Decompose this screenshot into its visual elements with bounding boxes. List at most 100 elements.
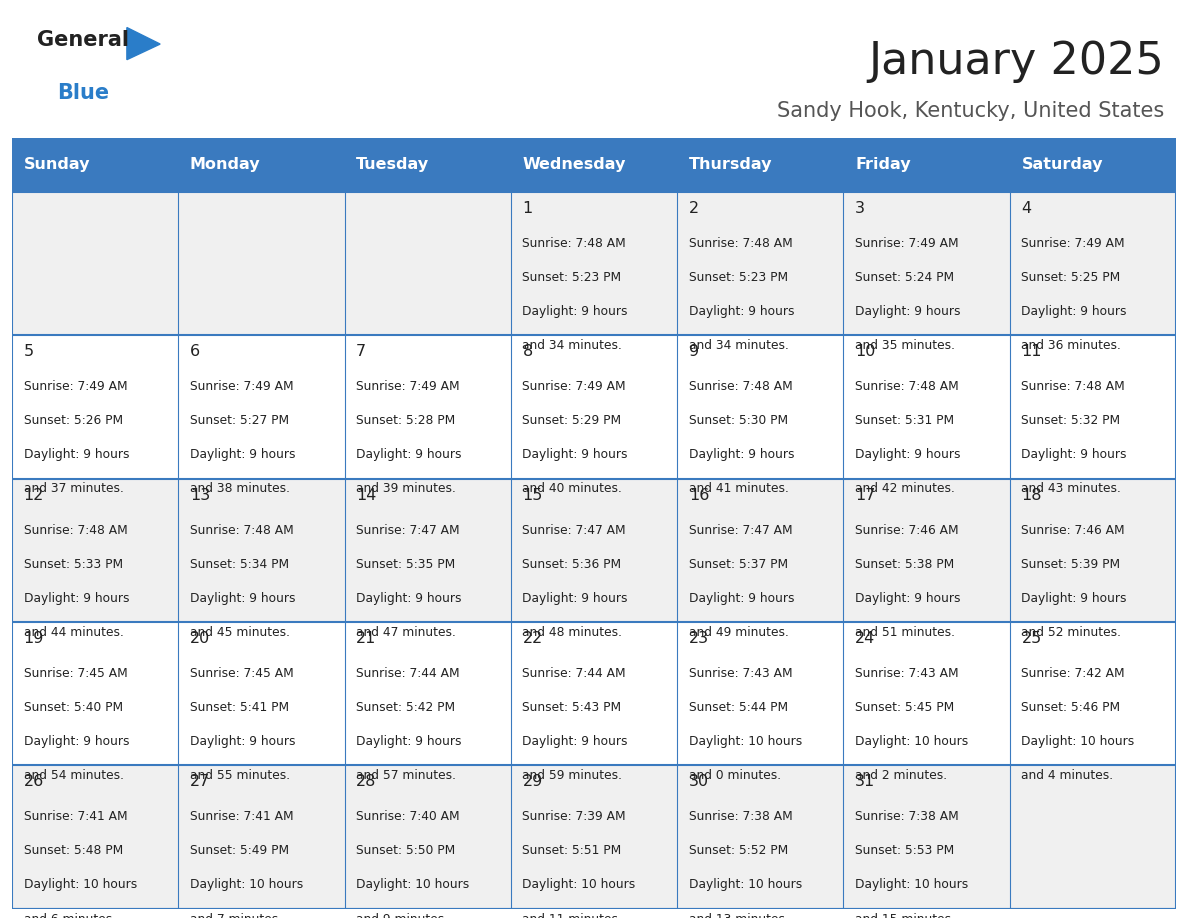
Text: Sunset: 5:29 PM: Sunset: 5:29 PM xyxy=(523,414,621,427)
Text: Sunrise: 7:48 AM: Sunrise: 7:48 AM xyxy=(855,380,959,393)
Text: Sandy Hook, Kentucky, United States: Sandy Hook, Kentucky, United States xyxy=(777,101,1164,121)
Text: Sunrise: 7:47 AM: Sunrise: 7:47 AM xyxy=(523,523,626,536)
Text: and 13 minutes.: and 13 minutes. xyxy=(689,912,789,918)
Text: 26: 26 xyxy=(24,775,44,789)
Text: Sunrise: 7:49 AM: Sunrise: 7:49 AM xyxy=(356,380,460,393)
Text: 14: 14 xyxy=(356,487,377,502)
Text: Sunset: 5:44 PM: Sunset: 5:44 PM xyxy=(689,701,788,714)
Text: and 42 minutes.: and 42 minutes. xyxy=(855,482,955,496)
Text: Daylight: 9 hours: Daylight: 9 hours xyxy=(1022,305,1127,318)
Text: Sunset: 5:43 PM: Sunset: 5:43 PM xyxy=(523,701,621,714)
Text: 11: 11 xyxy=(1022,344,1042,359)
Text: Sunset: 5:52 PM: Sunset: 5:52 PM xyxy=(689,845,788,857)
Text: Sunset: 5:40 PM: Sunset: 5:40 PM xyxy=(24,701,122,714)
Bar xyxy=(12,622,1176,766)
Text: Daylight: 10 hours: Daylight: 10 hours xyxy=(523,879,636,891)
Text: General: General xyxy=(37,30,129,50)
Text: Daylight: 10 hours: Daylight: 10 hours xyxy=(356,879,469,891)
Bar xyxy=(12,478,1176,622)
Text: 30: 30 xyxy=(689,775,709,789)
Bar xyxy=(1010,138,1176,192)
Text: and 6 minutes.: and 6 minutes. xyxy=(24,912,115,918)
Text: Sunset: 5:37 PM: Sunset: 5:37 PM xyxy=(689,557,788,571)
Bar xyxy=(345,138,511,192)
Text: 21: 21 xyxy=(356,631,377,646)
Text: Daylight: 9 hours: Daylight: 9 hours xyxy=(1022,591,1127,605)
Text: Sunrise: 7:41 AM: Sunrise: 7:41 AM xyxy=(24,811,127,823)
Text: Sunset: 5:26 PM: Sunset: 5:26 PM xyxy=(24,414,122,427)
Text: Sunrise: 7:40 AM: Sunrise: 7:40 AM xyxy=(356,811,460,823)
Text: and 51 minutes.: and 51 minutes. xyxy=(855,626,955,639)
Bar xyxy=(12,192,1176,335)
Text: Daylight: 9 hours: Daylight: 9 hours xyxy=(523,591,628,605)
Text: and 40 minutes.: and 40 minutes. xyxy=(523,482,623,496)
Text: Daylight: 9 hours: Daylight: 9 hours xyxy=(855,591,961,605)
Text: Daylight: 9 hours: Daylight: 9 hours xyxy=(24,735,129,748)
Text: and 39 minutes.: and 39 minutes. xyxy=(356,482,456,496)
Text: Sunrise: 7:49 AM: Sunrise: 7:49 AM xyxy=(855,237,959,250)
Text: 6: 6 xyxy=(190,344,200,359)
Text: and 7 minutes.: and 7 minutes. xyxy=(190,912,282,918)
Text: Sunrise: 7:41 AM: Sunrise: 7:41 AM xyxy=(190,811,293,823)
Text: Sunset: 5:49 PM: Sunset: 5:49 PM xyxy=(190,845,289,857)
Text: Sunrise: 7:49 AM: Sunrise: 7:49 AM xyxy=(24,380,127,393)
Bar xyxy=(12,766,1176,909)
Text: Daylight: 9 hours: Daylight: 9 hours xyxy=(689,448,795,461)
Text: Daylight: 10 hours: Daylight: 10 hours xyxy=(855,735,968,748)
Text: 29: 29 xyxy=(523,775,543,789)
Text: and 43 minutes.: and 43 minutes. xyxy=(1022,482,1121,496)
Text: Daylight: 10 hours: Daylight: 10 hours xyxy=(190,879,303,891)
Text: Sunday: Sunday xyxy=(24,157,90,173)
Text: Sunrise: 7:43 AM: Sunrise: 7:43 AM xyxy=(855,667,959,680)
Text: Wednesday: Wednesday xyxy=(523,157,626,173)
Text: Sunrise: 7:47 AM: Sunrise: 7:47 AM xyxy=(689,523,792,536)
Text: 7: 7 xyxy=(356,344,366,359)
Text: 23: 23 xyxy=(689,631,709,646)
Text: Daylight: 9 hours: Daylight: 9 hours xyxy=(190,591,296,605)
Text: 3: 3 xyxy=(855,201,865,216)
Text: Daylight: 9 hours: Daylight: 9 hours xyxy=(689,305,795,318)
Text: Tuesday: Tuesday xyxy=(356,157,429,173)
Text: Daylight: 9 hours: Daylight: 9 hours xyxy=(1022,448,1127,461)
Text: Sunrise: 7:48 AM: Sunrise: 7:48 AM xyxy=(689,380,792,393)
Text: and 37 minutes.: and 37 minutes. xyxy=(24,482,124,496)
Text: Sunrise: 7:39 AM: Sunrise: 7:39 AM xyxy=(523,811,626,823)
Text: Sunrise: 7:49 AM: Sunrise: 7:49 AM xyxy=(1022,237,1125,250)
Text: and 59 minutes.: and 59 minutes. xyxy=(523,769,623,782)
Bar xyxy=(12,335,1176,478)
Text: Sunrise: 7:45 AM: Sunrise: 7:45 AM xyxy=(190,667,293,680)
Text: Sunrise: 7:47 AM: Sunrise: 7:47 AM xyxy=(356,523,460,536)
Text: Sunrise: 7:38 AM: Sunrise: 7:38 AM xyxy=(855,811,959,823)
Text: Sunrise: 7:48 AM: Sunrise: 7:48 AM xyxy=(523,237,626,250)
Text: Daylight: 10 hours: Daylight: 10 hours xyxy=(24,879,137,891)
Text: and 47 minutes.: and 47 minutes. xyxy=(356,626,456,639)
Text: Sunset: 5:42 PM: Sunset: 5:42 PM xyxy=(356,701,455,714)
Text: and 9 minutes.: and 9 minutes. xyxy=(356,912,448,918)
Text: Daylight: 9 hours: Daylight: 9 hours xyxy=(24,591,129,605)
Text: and 52 minutes.: and 52 minutes. xyxy=(1022,626,1121,639)
Text: and 38 minutes.: and 38 minutes. xyxy=(190,482,290,496)
Text: Sunset: 5:48 PM: Sunset: 5:48 PM xyxy=(24,845,122,857)
Text: Sunrise: 7:46 AM: Sunrise: 7:46 AM xyxy=(855,523,959,536)
Text: 2: 2 xyxy=(689,201,699,216)
Text: Daylight: 9 hours: Daylight: 9 hours xyxy=(190,735,296,748)
Text: Sunset: 5:27 PM: Sunset: 5:27 PM xyxy=(190,414,289,427)
Text: Sunset: 5:33 PM: Sunset: 5:33 PM xyxy=(24,557,122,571)
Text: Daylight: 9 hours: Daylight: 9 hours xyxy=(523,305,628,318)
Text: Daylight: 9 hours: Daylight: 9 hours xyxy=(855,305,961,318)
Text: Sunset: 5:25 PM: Sunset: 5:25 PM xyxy=(1022,271,1120,284)
Text: 18: 18 xyxy=(1022,487,1042,502)
Text: and 2 minutes.: and 2 minutes. xyxy=(855,769,947,782)
Text: and 0 minutes.: and 0 minutes. xyxy=(689,769,781,782)
Text: Sunset: 5:30 PM: Sunset: 5:30 PM xyxy=(689,414,788,427)
Text: Sunset: 5:38 PM: Sunset: 5:38 PM xyxy=(855,557,954,571)
Text: Sunrise: 7:48 AM: Sunrise: 7:48 AM xyxy=(190,523,293,536)
Text: Sunrise: 7:48 AM: Sunrise: 7:48 AM xyxy=(1022,380,1125,393)
Text: Sunrise: 7:45 AM: Sunrise: 7:45 AM xyxy=(24,667,127,680)
Text: Daylight: 9 hours: Daylight: 9 hours xyxy=(356,591,462,605)
Text: 10: 10 xyxy=(855,344,876,359)
Text: 28: 28 xyxy=(356,775,377,789)
Text: 5: 5 xyxy=(24,344,33,359)
Text: 1: 1 xyxy=(523,201,532,216)
Bar xyxy=(677,138,843,192)
